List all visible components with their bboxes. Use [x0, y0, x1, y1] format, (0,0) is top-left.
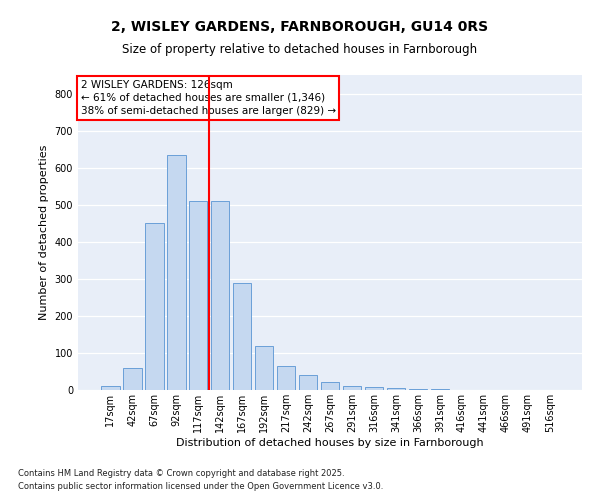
- Bar: [167, 154, 185, 390]
- Bar: [101, 386, 119, 390]
- Bar: [320, 382, 340, 390]
- Text: Contains HM Land Registry data © Crown copyright and database right 2025.: Contains HM Land Registry data © Crown c…: [18, 468, 344, 477]
- Bar: [299, 375, 317, 390]
- Bar: [233, 282, 251, 390]
- Y-axis label: Number of detached properties: Number of detached properties: [39, 145, 49, 320]
- Bar: [343, 386, 361, 390]
- Bar: [211, 201, 229, 390]
- Text: Size of property relative to detached houses in Farnborough: Size of property relative to detached ho…: [122, 42, 478, 56]
- Text: 2, WISLEY GARDENS, FARNBOROUGH, GU14 0RS: 2, WISLEY GARDENS, FARNBOROUGH, GU14 0RS: [112, 20, 488, 34]
- Bar: [277, 366, 295, 390]
- Bar: [386, 388, 405, 390]
- Bar: [123, 368, 142, 390]
- Text: 2 WISLEY GARDENS: 126sqm
← 61% of detached houses are smaller (1,346)
38% of sem: 2 WISLEY GARDENS: 126sqm ← 61% of detach…: [80, 80, 335, 116]
- Bar: [145, 223, 164, 390]
- Bar: [189, 201, 208, 390]
- Bar: [409, 389, 427, 390]
- Text: Contains public sector information licensed under the Open Government Licence v3: Contains public sector information licen…: [18, 482, 383, 491]
- Bar: [365, 387, 383, 390]
- Bar: [255, 346, 274, 390]
- X-axis label: Distribution of detached houses by size in Farnborough: Distribution of detached houses by size …: [176, 438, 484, 448]
